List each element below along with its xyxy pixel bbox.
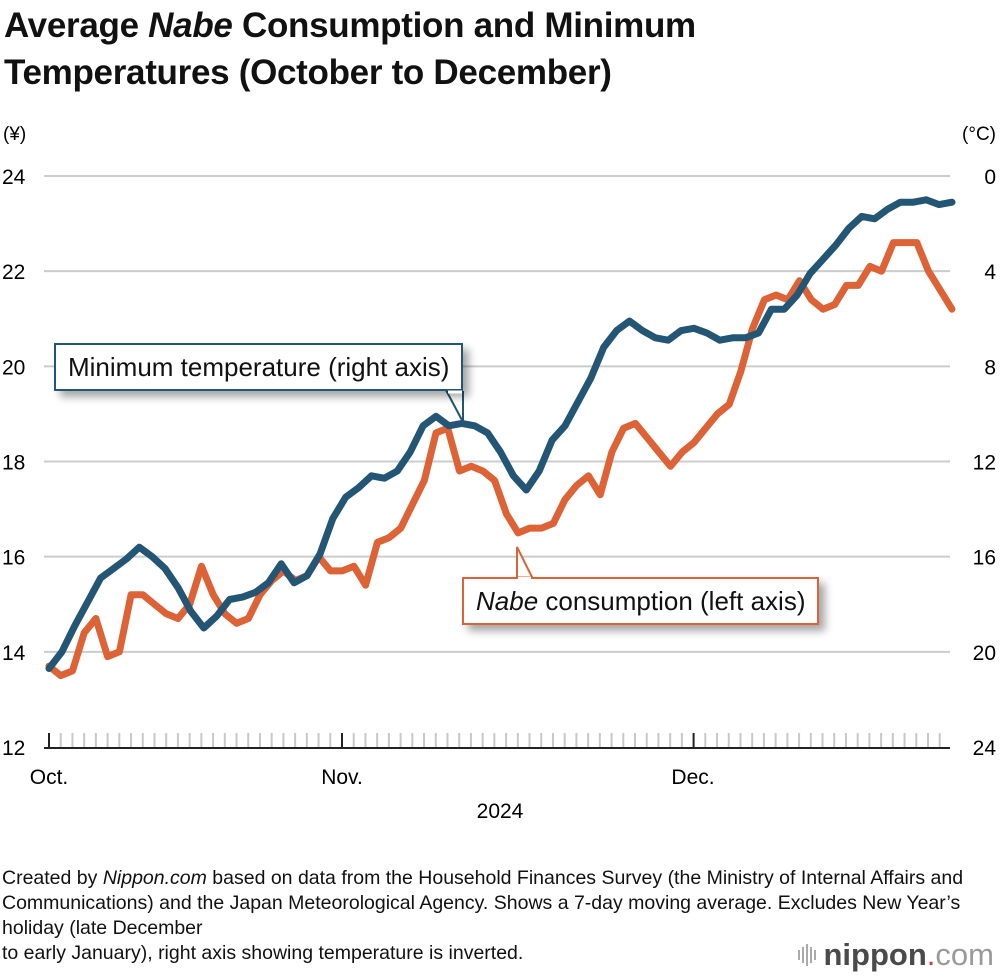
- chart-title: Average Nabe Consumption and Minimum Tem…: [4, 2, 696, 96]
- left-tick-label: 16: [2, 547, 25, 570]
- series-lines: [45, 196, 956, 680]
- right-tick-label: 8: [984, 356, 996, 379]
- min-temperature-line: [45, 196, 956, 672]
- logo-dot: .: [926, 937, 936, 972]
- month-label: Oct.: [30, 766, 69, 789]
- gridlines: [44, 175, 950, 653]
- note-line4: to early January), right axis showing te…: [2, 942, 524, 964]
- title-italic: Nabe: [148, 6, 233, 45]
- right-axis-unit: (°C): [962, 124, 996, 145]
- logo-bars-icon: [797, 944, 816, 966]
- source-note: Created by Nippon.com based on data from…: [2, 866, 1000, 966]
- logo-main: nippon: [823, 937, 927, 972]
- title-prefix: Average: [4, 6, 149, 45]
- right-tick-label: 12: [973, 452, 996, 475]
- x-axis: Oct. Nov. Dec. 2024: [30, 733, 950, 823]
- temp-callout-pointer: [445, 391, 464, 423]
- left-tick-label: 20: [2, 356, 25, 379]
- left-tick-label: 22: [2, 261, 25, 284]
- right-axis-ticks: 0 4 8 12 16 20 24: [973, 166, 997, 760]
- nippon-logo: nippon. com: [797, 937, 994, 973]
- title-line1-rest: Consumption and Minimum: [232, 6, 696, 45]
- temp-legend-label: Minimum temperature (right axis): [68, 352, 450, 382]
- right-tick-label: 4: [984, 261, 996, 284]
- left-tick-label: 14: [2, 642, 26, 665]
- note-italic: Nippon.com: [102, 867, 207, 889]
- left-tick-label: 24: [2, 166, 26, 189]
- right-tick-label: 0: [984, 166, 996, 189]
- x-axis-title: 2024: [477, 800, 524, 823]
- month-label: Dec.: [671, 766, 714, 789]
- left-tick-label: 18: [2, 452, 25, 475]
- note-rest: based on data from the Household Finance…: [2, 867, 964, 939]
- note-prefix: Created by: [2, 867, 103, 889]
- left-tick-label: 12: [2, 737, 25, 760]
- right-tick-label: 24: [973, 737, 997, 760]
- title-line2: Temperatures (October to December): [4, 53, 612, 92]
- nabe-legend-callout: Nabe consumption (left axis): [462, 577, 820, 625]
- nabe-callout-pointer: [516, 546, 534, 578]
- left-axis-ticks: 12 14 16 18 20 22 24: [2, 166, 26, 760]
- nabe-legend-rest: consumption (left axis): [538, 586, 806, 616]
- left-axis-unit: (¥): [3, 124, 26, 145]
- temp-legend-callout: Minimum temperature (right axis): [54, 343, 464, 391]
- month-label: Nov.: [321, 766, 363, 789]
- right-tick-label: 16: [973, 547, 996, 570]
- nabe-legend-italic: Nabe: [476, 586, 539, 616]
- logo-tld: com: [935, 937, 994, 972]
- right-tick-label: 20: [973, 642, 996, 665]
